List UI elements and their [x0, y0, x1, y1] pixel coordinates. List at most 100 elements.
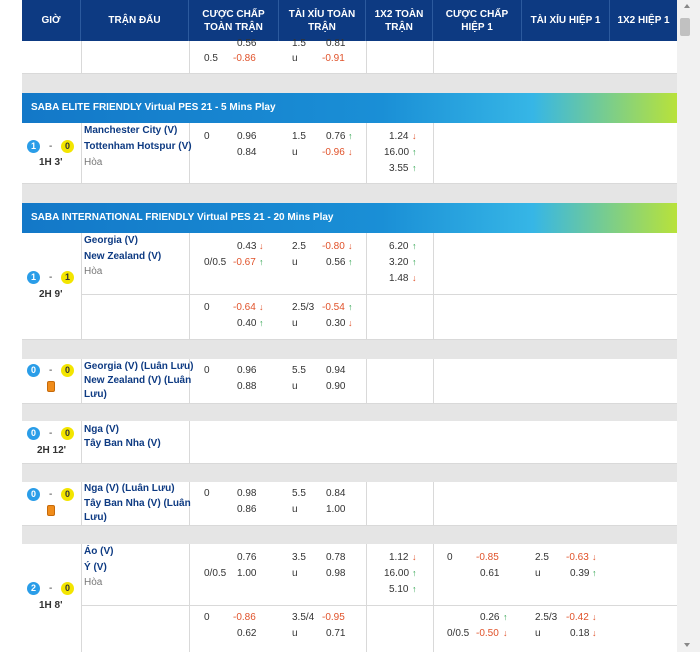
- away-team[interactable]: Tottenham Hotspur (V): [84, 141, 192, 152]
- arrow-down-icon: ↓: [348, 147, 353, 157]
- scrollbar-thumb[interactable]: [680, 18, 690, 36]
- scroll-up-icon[interactable]: [684, 4, 690, 8]
- home-score: 1: [27, 271, 40, 284]
- odds-value[interactable]: -0.96: [322, 147, 345, 158]
- home-score: 0: [27, 364, 40, 377]
- away-team[interactable]: New Zealand (V) (Luân: [84, 375, 192, 386]
- odds-value[interactable]: 6.20: [389, 241, 409, 252]
- odds-value[interactable]: 0.94: [326, 365, 346, 376]
- odds-value[interactable]: 16.00: [384, 147, 410, 158]
- odds-value[interactable]: 1.24: [389, 131, 409, 142]
- odds-value[interactable]: 0.76: [326, 131, 346, 142]
- odds-value[interactable]: 3.20: [389, 257, 409, 268]
- odds-value[interactable]: 1.48: [389, 273, 409, 284]
- away-team[interactable]: Tây Ban Nha (V): [84, 438, 161, 449]
- handicap-line: 0.5: [204, 53, 218, 64]
- ou-under-label: u: [292, 568, 298, 579]
- away-score: 0: [61, 427, 74, 440]
- odds-value[interactable]: 0.40: [237, 318, 257, 329]
- odds-value[interactable]: 0.96: [237, 365, 257, 376]
- odds-value[interactable]: 0.71: [326, 628, 346, 639]
- arrow-down-icon: ↓: [592, 612, 597, 622]
- odds-value[interactable]: -0.86: [233, 612, 256, 623]
- odds-value[interactable]: -0.54: [322, 302, 345, 313]
- vertical-scrollbar[interactable]: [677, 0, 700, 652]
- odds-value[interactable]: 0.84: [237, 147, 257, 158]
- home-team[interactable]: Manchester City (V): [84, 125, 178, 136]
- handicap-line: 0/0.5: [204, 568, 227, 579]
- ou-under-label: u: [292, 257, 298, 268]
- away-score: 1: [61, 271, 74, 284]
- odds-value[interactable]: 0.96: [237, 131, 257, 142]
- odds-value[interactable]: 0.18: [570, 628, 590, 639]
- odds-value[interactable]: 0.30: [326, 318, 346, 329]
- odds-value[interactable]: -0.63: [566, 552, 589, 563]
- odds-value[interactable]: 0.78: [326, 552, 346, 563]
- arrow-down-icon: ↓: [592, 552, 597, 562]
- odds-value[interactable]: 0.88: [237, 381, 257, 392]
- odds-value[interactable]: 0.86: [237, 504, 257, 515]
- away-score: 0: [61, 582, 74, 595]
- arrow-up-icon: ↑: [348, 257, 353, 267]
- odds-value[interactable]: -0.86: [233, 53, 256, 64]
- odds-value[interactable]: -0.80: [322, 241, 345, 252]
- table-row: Áo (V) Ý (V) Hòa 0.76 0/0.5 1.00 3.5 0.7…: [22, 544, 677, 605]
- league-header[interactable]: SABA INTERNATIONAL FRIENDLY Virtual PES …: [22, 203, 677, 233]
- odds-value[interactable]: 0.76: [237, 552, 257, 563]
- odds-value[interactable]: -0.85: [476, 552, 499, 563]
- ou-line: 2.5: [292, 241, 306, 252]
- header-handicap-full: CƯỢC CHẤP TOÀN TRẬN: [189, 0, 279, 41]
- odds-value[interactable]: 0.56: [237, 38, 257, 49]
- odds-value[interactable]: -0.67: [233, 257, 256, 268]
- home-team[interactable]: Georgia (V) (Luân Lưu): [84, 361, 194, 372]
- league-header[interactable]: SABA ELITE FRIENDLY Virtual PES 21 - 5 M…: [22, 93, 677, 123]
- odds-value[interactable]: 3.55: [389, 163, 409, 174]
- odds-value[interactable]: 0.62: [237, 628, 257, 639]
- header-1x2-full: 1X2 TOÀN TRẬN: [366, 0, 433, 41]
- table-row: 0 - 0 2H 12' Nga (V) Tây Ban Nha (V): [22, 421, 677, 464]
- away-score: 0: [61, 364, 74, 377]
- home-team[interactable]: Georgia (V): [84, 235, 138, 246]
- away-team[interactable]: Tây Ban Nha (V) (Luân: [84, 498, 191, 509]
- odds-value[interactable]: 1.00: [237, 568, 257, 579]
- handicap-line: 0: [204, 488, 210, 499]
- ou-under-label: u: [292, 318, 298, 329]
- odds-value[interactable]: 0.56: [326, 257, 346, 268]
- odds-value[interactable]: -0.64: [233, 302, 256, 313]
- home-team[interactable]: Nga (V) (Luân Lưu): [84, 483, 175, 494]
- odds-value[interactable]: -0.95: [322, 612, 345, 623]
- ou-under-label: u: [535, 628, 541, 639]
- arrow-down-icon: ↓: [348, 241, 353, 251]
- odds-value[interactable]: 16.00: [384, 568, 410, 579]
- ou-line-h1: 2.5: [535, 552, 549, 563]
- odds-value[interactable]: 0.39: [570, 568, 590, 579]
- odds-value[interactable]: 0.84: [326, 488, 346, 499]
- odds-value[interactable]: 0.90: [326, 381, 346, 392]
- score-dash: -: [49, 141, 53, 152]
- arrow-up-icon: ↑: [412, 584, 417, 594]
- away-team[interactable]: Ý (V): [84, 562, 107, 573]
- home-team[interactable]: Áo (V): [84, 546, 114, 557]
- odds-value[interactable]: -0.42: [566, 612, 589, 623]
- odds-value[interactable]: -0.91: [322, 53, 345, 64]
- odds-value[interactable]: -0.50: [476, 628, 499, 639]
- odds-value[interactable]: 5.10: [389, 584, 409, 595]
- match-time: 1H 3': [39, 157, 63, 168]
- odds-value[interactable]: 0.43: [237, 241, 257, 252]
- away-score: 0: [61, 140, 74, 153]
- score-dash: -: [49, 428, 53, 439]
- draw-label: Hòa: [84, 266, 103, 277]
- handicap-line: 0: [204, 302, 210, 313]
- odds-value[interactable]: 0.26: [480, 612, 500, 623]
- odds-value[interactable]: 0.81: [326, 38, 346, 49]
- odds-value[interactable]: 0.98: [237, 488, 257, 499]
- scroll-down-icon[interactable]: [684, 643, 690, 647]
- table-row: Georgia (V) New Zealand (V) Hòa 0.43 ↓ 0…: [22, 233, 677, 294]
- odds-value[interactable]: 1.12: [389, 552, 409, 563]
- odds-value[interactable]: 1.00: [326, 504, 346, 515]
- header-1x2-h1: 1X2 HIỆP 1: [617, 15, 670, 26]
- away-team[interactable]: New Zealand (V): [84, 251, 162, 262]
- odds-value[interactable]: 0.61: [480, 568, 500, 579]
- home-team[interactable]: Nga (V): [84, 424, 119, 435]
- odds-value[interactable]: 0.98: [326, 568, 346, 579]
